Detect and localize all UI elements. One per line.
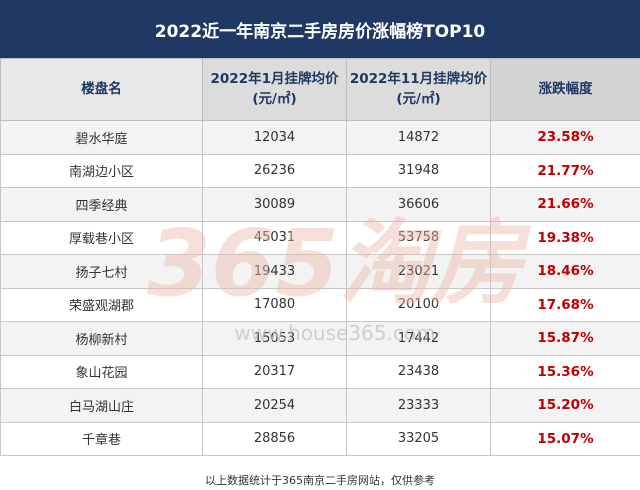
cell-nov-price: 53758 xyxy=(346,220,491,255)
cell-nov-price: 31948 xyxy=(346,153,491,188)
table-body: 碧水华庭 12034 14872 23.58% 南湖边小区 26236 3194… xyxy=(0,120,640,456)
table-header-row: 楼盘名 2022年1月挂牌均价 (元/㎡) 2022年11月挂牌均价 (元/㎡)… xyxy=(0,58,640,121)
cell-nov-price: 23333 xyxy=(346,388,491,423)
cell-jan-price: 15053 xyxy=(202,321,347,356)
cell-name: 荣盛观湖郡 xyxy=(0,287,203,322)
cell-jan-price: 20317 xyxy=(202,354,347,389)
cell-jan-price: 20254 xyxy=(202,388,347,423)
cell-jan-price: 17080 xyxy=(202,287,347,322)
cell-jan-price: 28856 xyxy=(202,421,347,456)
cell-nov-price: 23021 xyxy=(346,254,491,289)
header-nov-price: 2022年11月挂牌均价 (元/㎡) xyxy=(346,58,491,121)
ranking-table-container: 楼盘名 2022年1月挂牌均价 (元/㎡) 2022年11月挂牌均价 (元/㎡)… xyxy=(0,58,640,456)
ranking-table: 楼盘名 2022年1月挂牌均价 (元/㎡) 2022年11月挂牌均价 (元/㎡)… xyxy=(0,58,640,456)
cell-nov-price: 17442 xyxy=(346,321,491,356)
cell-nov-price: 36606 xyxy=(346,187,491,222)
header-name: 楼盘名 xyxy=(0,58,203,121)
header-name-label: 楼盘名 xyxy=(81,80,122,97)
table-row: 千章巷 28856 33205 15.07% xyxy=(0,421,640,456)
cell-change: 21.66% xyxy=(490,187,640,222)
header-nov-label: 2022年11月挂牌均价 xyxy=(349,70,488,87)
footer-note: 以上数据统计于365南京二手房网站，仅供参考 xyxy=(0,470,640,490)
cell-name: 四季经典 xyxy=(0,187,203,222)
cell-jan-price: 30089 xyxy=(202,187,347,222)
table-row: 扬子七村 19433 23021 18.46% xyxy=(0,254,640,289)
table-row: 象山花园 20317 23438 15.36% xyxy=(0,354,640,389)
cell-nov-price: 23438 xyxy=(346,354,491,389)
cell-nov-price: 14872 xyxy=(346,120,491,155)
header-nov-unit: (元/㎡) xyxy=(396,90,441,107)
cell-change: 15.36% xyxy=(490,354,640,389)
cell-change: 15.87% xyxy=(490,321,640,356)
cell-nov-price: 20100 xyxy=(346,287,491,322)
cell-jan-price: 19433 xyxy=(202,254,347,289)
cell-name: 杨柳新村 xyxy=(0,321,203,356)
header-jan-unit: (元/㎡) xyxy=(252,90,297,107)
cell-nov-price: 33205 xyxy=(346,421,491,456)
table-row: 南湖边小区 26236 31948 21.77% xyxy=(0,153,640,188)
cell-change: 15.20% xyxy=(490,388,640,423)
cell-change: 18.46% xyxy=(490,254,640,289)
cell-name: 千章巷 xyxy=(0,421,203,456)
cell-name: 厚载巷小区 xyxy=(0,220,203,255)
table-row: 白马湖山庄 20254 23333 15.20% xyxy=(0,388,640,423)
cell-name: 白马湖山庄 xyxy=(0,388,203,423)
table-row: 碧水华庭 12034 14872 23.58% xyxy=(0,120,640,155)
header-change-label: 涨跌幅度 xyxy=(538,80,593,97)
table-row: 厚载巷小区 45031 53758 19.38% xyxy=(0,220,640,255)
table-title: 2022近一年南京二手房房价涨幅榜TOP10 xyxy=(0,0,640,58)
cell-change: 21.77% xyxy=(490,153,640,188)
table-row: 杨柳新村 15053 17442 15.87% xyxy=(0,321,640,356)
table-row: 荣盛观湖郡 17080 20100 17.68% xyxy=(0,287,640,322)
cell-change: 23.58% xyxy=(490,120,640,155)
cell-name: 南湖边小区 xyxy=(0,153,203,188)
cell-change: 19.38% xyxy=(490,220,640,255)
cell-jan-price: 12034 xyxy=(202,120,347,155)
cell-change: 17.68% xyxy=(490,287,640,322)
cell-name: 扬子七村 xyxy=(0,254,203,289)
header-jan-label: 2022年1月挂牌均价 xyxy=(210,70,339,87)
cell-jan-price: 26236 xyxy=(202,153,347,188)
cell-jan-price: 45031 xyxy=(202,220,347,255)
cell-name: 碧水华庭 xyxy=(0,120,203,155)
cell-change: 15.07% xyxy=(490,421,640,456)
header-jan-price: 2022年1月挂牌均价 (元/㎡) xyxy=(202,58,347,121)
table-row: 四季经典 30089 36606 21.66% xyxy=(0,187,640,222)
cell-name: 象山花园 xyxy=(0,354,203,389)
header-change: 涨跌幅度 xyxy=(490,58,640,121)
